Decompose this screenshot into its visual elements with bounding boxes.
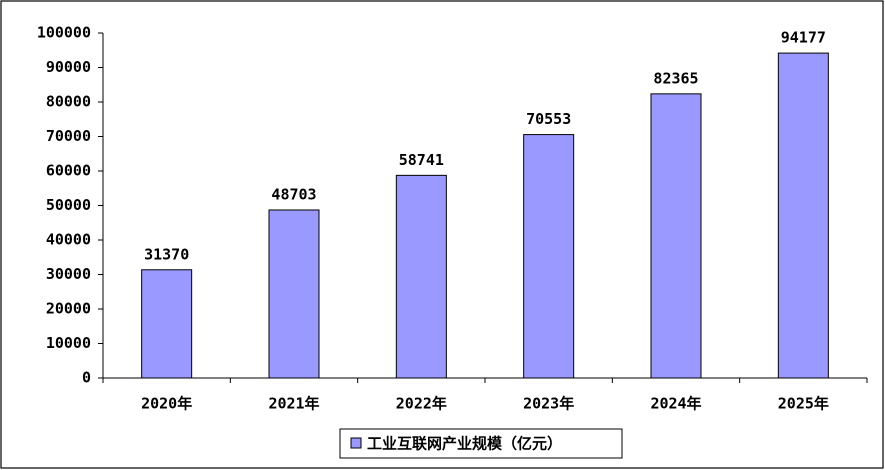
data-label: 94177	[781, 29, 826, 47]
y-tick-label: 80000	[46, 93, 91, 111]
y-tick-label: 10000	[46, 334, 91, 352]
bar	[141, 269, 193, 379]
y-tick-label: 0	[82, 369, 91, 387]
x-tick-label: 2023年	[523, 395, 574, 413]
bar	[650, 93, 702, 379]
x-tick-label: 2021年	[268, 395, 319, 413]
legend-label: 工业互联网产业规模（亿元）	[367, 435, 562, 453]
x-tick-label: 2025年	[778, 395, 829, 413]
y-tick-label: 100000	[37, 24, 91, 42]
y-tick-label: 70000	[46, 127, 91, 145]
bar	[268, 209, 320, 379]
x-tick-label: 2022年	[396, 395, 447, 413]
data-label: 82365	[653, 69, 698, 87]
data-label: 70553	[526, 110, 571, 128]
data-label: 31370	[144, 245, 189, 263]
y-tick-label: 30000	[46, 265, 91, 283]
legend-box	[339, 428, 623, 459]
x-tick-label: 2024年	[650, 395, 701, 413]
y-tick-label: 90000	[46, 58, 91, 76]
legend-swatch	[350, 437, 362, 449]
bar	[777, 52, 829, 379]
x-tick-label: 2020年	[141, 395, 192, 413]
y-tick-label: 20000	[46, 300, 91, 318]
bar	[523, 134, 575, 379]
data-label: 58741	[399, 151, 444, 169]
y-tick-label: 50000	[46, 196, 91, 214]
y-tick-label: 40000	[46, 231, 91, 249]
bar	[395, 174, 447, 379]
data-label: 48703	[271, 185, 316, 203]
y-tick-label: 60000	[46, 162, 91, 180]
